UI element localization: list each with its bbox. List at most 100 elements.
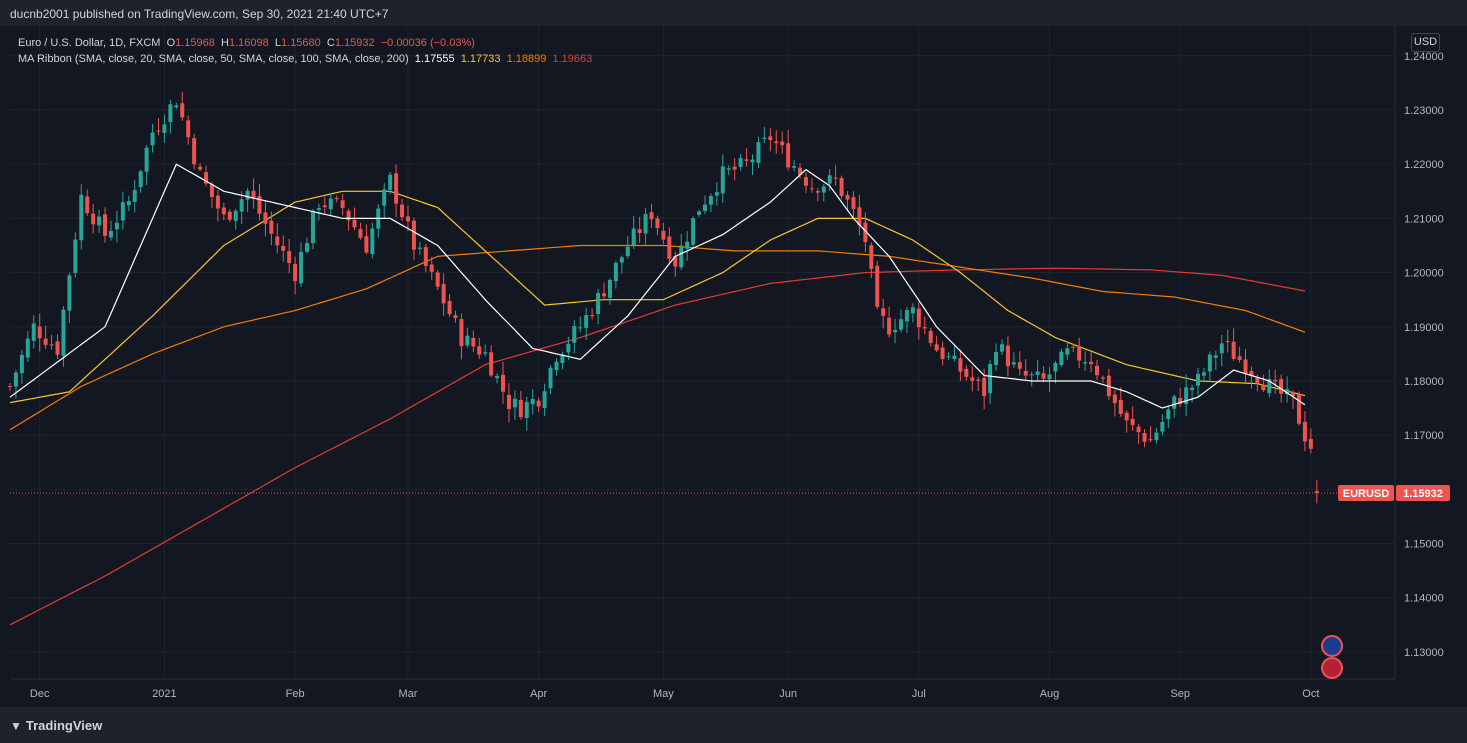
candle-body — [792, 166, 797, 168]
time-tick-label: Mar — [399, 688, 418, 700]
candle-body — [239, 199, 244, 212]
price-tag-label: 1.15932 — [1403, 488, 1443, 500]
candle-body — [91, 213, 96, 225]
candle-body — [1142, 432, 1147, 442]
ma-ribbon-legend-row[interactable]: MA Ribbon (SMA, close, 20, SMA, close, 5… — [18, 51, 592, 67]
candle-body — [1130, 418, 1135, 425]
candle-body — [1213, 355, 1218, 358]
candle-body — [370, 228, 375, 254]
candle-body — [97, 216, 102, 226]
time-tick-label: Oct — [1302, 688, 1319, 700]
candle-body — [275, 236, 280, 246]
candle-body — [144, 147, 149, 172]
candle-body — [162, 124, 167, 133]
candle-body — [1071, 346, 1076, 348]
candle-body — [73, 239, 78, 273]
candle-body — [928, 330, 933, 343]
candle-body — [720, 166, 725, 194]
price-tick-label: 1.14000 — [1404, 593, 1444, 605]
time-tick-label: Feb — [286, 688, 305, 700]
us-flag-icon[interactable] — [1321, 657, 1343, 679]
candle-body — [1065, 348, 1070, 355]
price-tick-label: 1.23000 — [1404, 105, 1444, 117]
ma200-line — [9, 267, 1306, 626]
price-tick-label: 1.13000 — [1404, 647, 1444, 659]
candle-body — [441, 283, 446, 304]
candle-body — [821, 186, 826, 193]
candle-body — [536, 400, 541, 407]
candle-body — [120, 202, 125, 221]
candle-body — [328, 198, 333, 210]
candle-body — [1172, 396, 1177, 409]
candle-body — [596, 292, 601, 314]
candle-body — [1243, 359, 1248, 375]
candle-body — [186, 120, 191, 138]
candle-body — [1219, 343, 1224, 354]
candle-body — [221, 207, 226, 215]
candle-body — [483, 352, 488, 354]
close-value: 1.15932 — [334, 37, 375, 49]
candle-body — [322, 205, 327, 208]
candle-body — [245, 190, 250, 200]
candle-body — [299, 251, 304, 284]
candle-body — [637, 229, 642, 233]
candle-body — [281, 245, 286, 251]
candle-body — [263, 212, 268, 224]
price-tick-label: 1.20000 — [1404, 268, 1444, 280]
ma20-value: 1.17555 — [414, 53, 455, 65]
candle-body — [180, 103, 185, 118]
candle-body — [1059, 351, 1064, 366]
candle-body — [31, 323, 36, 341]
candle-body — [661, 230, 666, 240]
candle-body — [1267, 379, 1272, 394]
open-value: 1.15968 — [175, 37, 215, 49]
candle-body — [875, 265, 880, 307]
candle-body — [940, 347, 945, 360]
candle-body — [192, 138, 197, 165]
candle-body — [198, 166, 203, 170]
candle-body — [19, 354, 24, 374]
tradingview-logo[interactable]: ▼ TradingView — [10, 718, 102, 733]
candle-body — [388, 174, 393, 190]
candle-body — [1273, 379, 1278, 382]
candle-body — [471, 337, 476, 347]
candle-body — [405, 216, 410, 222]
candle-body — [994, 352, 999, 366]
candle-body — [489, 352, 494, 376]
candle-body — [1089, 361, 1094, 365]
candle-body — [1035, 371, 1040, 375]
ma50-line — [9, 190, 1306, 404]
candle-body — [316, 208, 321, 210]
candle-body — [976, 379, 981, 381]
chart-legend: Euro / U.S. Dollar, 1D, FXCM O1.15968 H1… — [18, 35, 592, 67]
candle-body — [501, 374, 506, 392]
currency-button[interactable]: USD — [1411, 33, 1440, 52]
time-axis[interactable]: Dec 2021 Feb Mar Apr May Jun Jul Aug Sep Oct — [30, 688, 1320, 700]
candle-body — [578, 327, 583, 329]
candle-body — [108, 230, 113, 238]
candle-body — [1136, 426, 1141, 433]
candle-body — [85, 196, 90, 214]
footer-bar — [0, 707, 1467, 743]
candle-body — [79, 194, 84, 241]
ma20-line — [9, 163, 1306, 409]
candle-body — [667, 236, 672, 259]
eu-flag-icon[interactable] — [1321, 635, 1343, 657]
ma100-value: 1.18899 — [506, 53, 547, 65]
symbol-legend-row[interactable]: Euro / U.S. Dollar, 1D, FXCM O1.15968 H1… — [18, 35, 592, 51]
ma200-value: 1.19663 — [552, 53, 593, 65]
candle-body — [429, 264, 434, 272]
candle-body — [744, 159, 749, 161]
candle-body — [631, 228, 636, 245]
candle-body — [1166, 409, 1171, 420]
candle-body — [899, 319, 903, 330]
candle-body — [506, 394, 511, 409]
candle-body — [168, 104, 173, 123]
candle-body — [447, 300, 452, 315]
candle-body — [1285, 389, 1290, 395]
candle-body — [364, 236, 369, 253]
candle-body — [958, 358, 963, 372]
time-tick-label: Sep — [1170, 688, 1190, 700]
low-value: 1.15680 — [280, 37, 321, 49]
